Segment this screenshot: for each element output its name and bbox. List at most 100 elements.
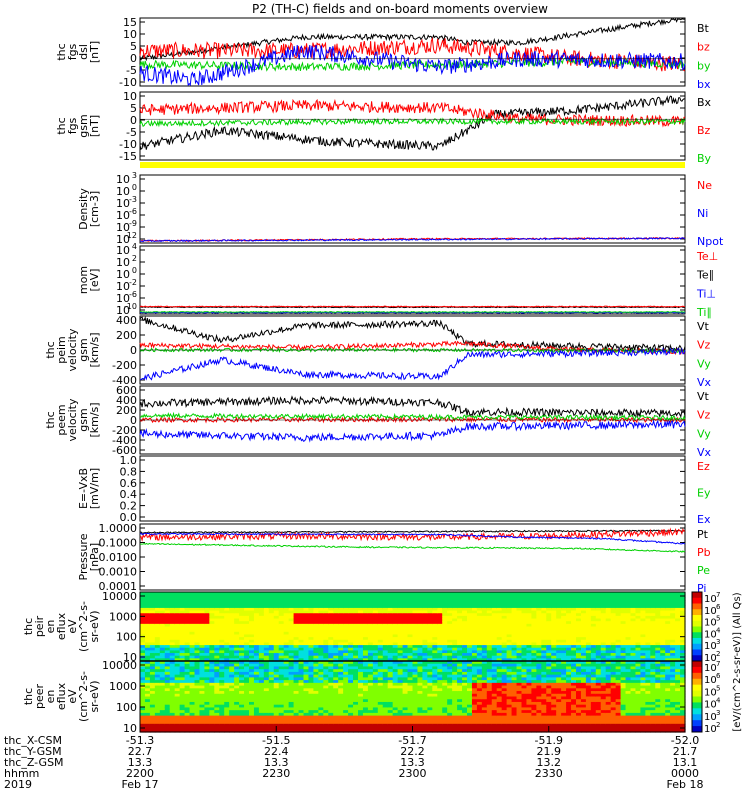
heatmap-cell (422, 693, 428, 698)
heatmap-cell (670, 592, 676, 596)
heatmap-cell (169, 658, 176, 662)
heatmap-cell (353, 607, 359, 612)
heatmap-cell (149, 658, 156, 662)
heatmap-cell (268, 615, 275, 620)
heatmap-cell (462, 685, 468, 689)
heatmap-cell (665, 642, 671, 646)
y-label-line: Pressure (77, 533, 90, 580)
heatmap-cell (372, 661, 379, 665)
heatmap-cell (263, 671, 270, 676)
heatmap-cell (204, 655, 210, 659)
heatmap-cell (159, 723, 166, 728)
heatmap-cell (164, 663, 171, 668)
heatmap-cell (164, 707, 171, 711)
heatmap-cell (600, 592, 607, 596)
heatmap-cell (655, 621, 661, 625)
heatmap-cell (179, 605, 186, 609)
heatmap-cell (338, 602, 344, 606)
heatmap-cell (576, 607, 582, 612)
heatmap-cell (184, 658, 191, 662)
heatmap-cell (199, 688, 206, 692)
heatmap-cell (437, 637, 443, 641)
heatmap-cell (159, 710, 166, 714)
heatmap-cell (273, 597, 280, 601)
heatmap-cell (422, 599, 428, 604)
heatmap-cell (288, 674, 295, 678)
heatmap-cell (313, 707, 319, 711)
heatmap-cell (313, 685, 319, 689)
heatmap-cell (199, 671, 206, 676)
heatmap-cell (447, 621, 453, 625)
heatmap-cell (229, 701, 235, 706)
heatmap-cell (169, 602, 176, 606)
heatmap-cell (476, 650, 483, 654)
heatmap-cell (244, 597, 250, 601)
heatmap-cell (476, 655, 483, 659)
heatmap-cell (476, 658, 483, 662)
heatmap-cell (219, 650, 225, 654)
heatmap-cell (531, 599, 537, 604)
heatmap-cell (239, 691, 245, 695)
heatmap-cell (372, 691, 379, 695)
heatmap-cell (209, 691, 215, 695)
heatmap-cell (174, 626, 181, 630)
heatmap-cell (318, 707, 324, 711)
heatmap-cell (179, 613, 186, 617)
heatmap-cell (496, 613, 503, 617)
heatmap-cell (437, 712, 443, 717)
heatmap-cell (367, 623, 374, 628)
heatmap-cell (204, 723, 210, 728)
heatmap-cell (199, 669, 206, 673)
heatmap-cell (140, 615, 146, 620)
heatmap-cell (516, 610, 523, 614)
heatmap-cell (219, 696, 225, 700)
heatmap-cell (268, 726, 275, 730)
heatmap-cell (675, 623, 681, 628)
heatmap-cell (268, 610, 275, 614)
heatmap-cell (387, 669, 394, 673)
heatmap-cell (164, 637, 171, 641)
series-by-line (139, 116, 686, 128)
heatmap-cell (333, 718, 339, 722)
heatmap-cell (288, 594, 295, 598)
heatmap-cell (521, 615, 528, 620)
heatmap-cell (362, 658, 369, 662)
heatmap-cell (278, 647, 285, 651)
heatmap-cell (278, 663, 285, 668)
heatmap-cell (308, 718, 315, 722)
heatmap-cell (258, 637, 265, 641)
heatmap-cell (154, 712, 161, 717)
heatmap-cell (511, 658, 518, 662)
heatmap-cell (323, 704, 329, 709)
heatmap-cell (273, 701, 280, 706)
heatmap-cell (348, 607, 354, 612)
heatmap-cell (298, 650, 305, 654)
heatmap-cell (367, 607, 374, 612)
heatmap-cell (164, 634, 171, 638)
heatmap-cell (194, 699, 201, 703)
heatmap-cell (338, 613, 344, 617)
heatmap-cell (457, 682, 463, 687)
heatmap-cell (209, 605, 215, 609)
heatmap-cell (239, 710, 245, 714)
heatmap-cell (249, 677, 255, 681)
heatmap-cell (358, 712, 364, 717)
heatmap-cell (229, 682, 235, 687)
heatmap-cell (348, 594, 354, 598)
heatmap-cell (481, 618, 488, 622)
heatmap-cell (140, 592, 146, 596)
heatmap-cell (268, 605, 275, 609)
heatmap-cell (442, 592, 448, 596)
heatmap-cell (328, 637, 334, 641)
heatmap-cell (387, 685, 394, 689)
heatmap-cell (333, 699, 339, 703)
heatmap-cell (333, 701, 339, 706)
heatmap-cell (382, 634, 389, 638)
heatmap-cell (372, 634, 379, 638)
heatmap-cell (536, 653, 542, 657)
heatmap-cell (149, 615, 156, 620)
heatmap-cell (397, 674, 404, 678)
heatmap-cell (372, 674, 379, 678)
heatmap-cell (397, 629, 404, 633)
